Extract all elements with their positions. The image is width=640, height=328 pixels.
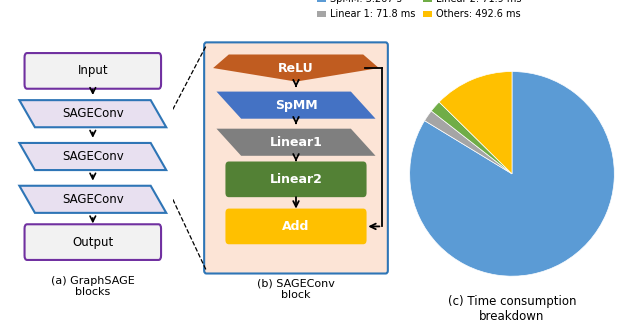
Polygon shape xyxy=(19,100,166,127)
Text: SAGEConv: SAGEConv xyxy=(62,150,124,163)
Wedge shape xyxy=(431,102,512,174)
Text: Add: Add xyxy=(282,220,310,233)
Legend: SpMM: 3.267 s, Linear 1: 71.8 ms, Linear 2: 71.9 ms, Others: 492.6 ms: SpMM: 3.267 s, Linear 1: 71.8 ms, Linear… xyxy=(317,0,521,19)
Polygon shape xyxy=(19,143,166,170)
Text: SpMM: SpMM xyxy=(275,99,317,112)
Text: Linear2: Linear2 xyxy=(269,173,323,186)
Polygon shape xyxy=(19,186,166,213)
Polygon shape xyxy=(216,129,376,156)
Text: (b) SAGEConv
block: (b) SAGEConv block xyxy=(257,278,335,300)
Wedge shape xyxy=(424,111,512,174)
Text: Input: Input xyxy=(77,64,108,77)
Wedge shape xyxy=(439,72,512,174)
Wedge shape xyxy=(410,72,614,276)
FancyBboxPatch shape xyxy=(24,53,161,89)
FancyBboxPatch shape xyxy=(225,161,367,197)
FancyBboxPatch shape xyxy=(225,209,367,244)
Polygon shape xyxy=(213,54,379,82)
Text: (c) Time consumption
breakdown: (c) Time consumption breakdown xyxy=(448,295,576,323)
FancyBboxPatch shape xyxy=(204,42,388,274)
FancyBboxPatch shape xyxy=(24,224,161,260)
Text: Output: Output xyxy=(72,236,113,249)
Text: Linear1: Linear1 xyxy=(269,136,323,149)
Text: (a) GraphSAGE
blocks: (a) GraphSAGE blocks xyxy=(51,276,134,297)
Polygon shape xyxy=(216,92,376,119)
Text: ReLU: ReLU xyxy=(278,62,314,74)
Text: SAGEConv: SAGEConv xyxy=(62,107,124,120)
Text: SAGEConv: SAGEConv xyxy=(62,193,124,206)
